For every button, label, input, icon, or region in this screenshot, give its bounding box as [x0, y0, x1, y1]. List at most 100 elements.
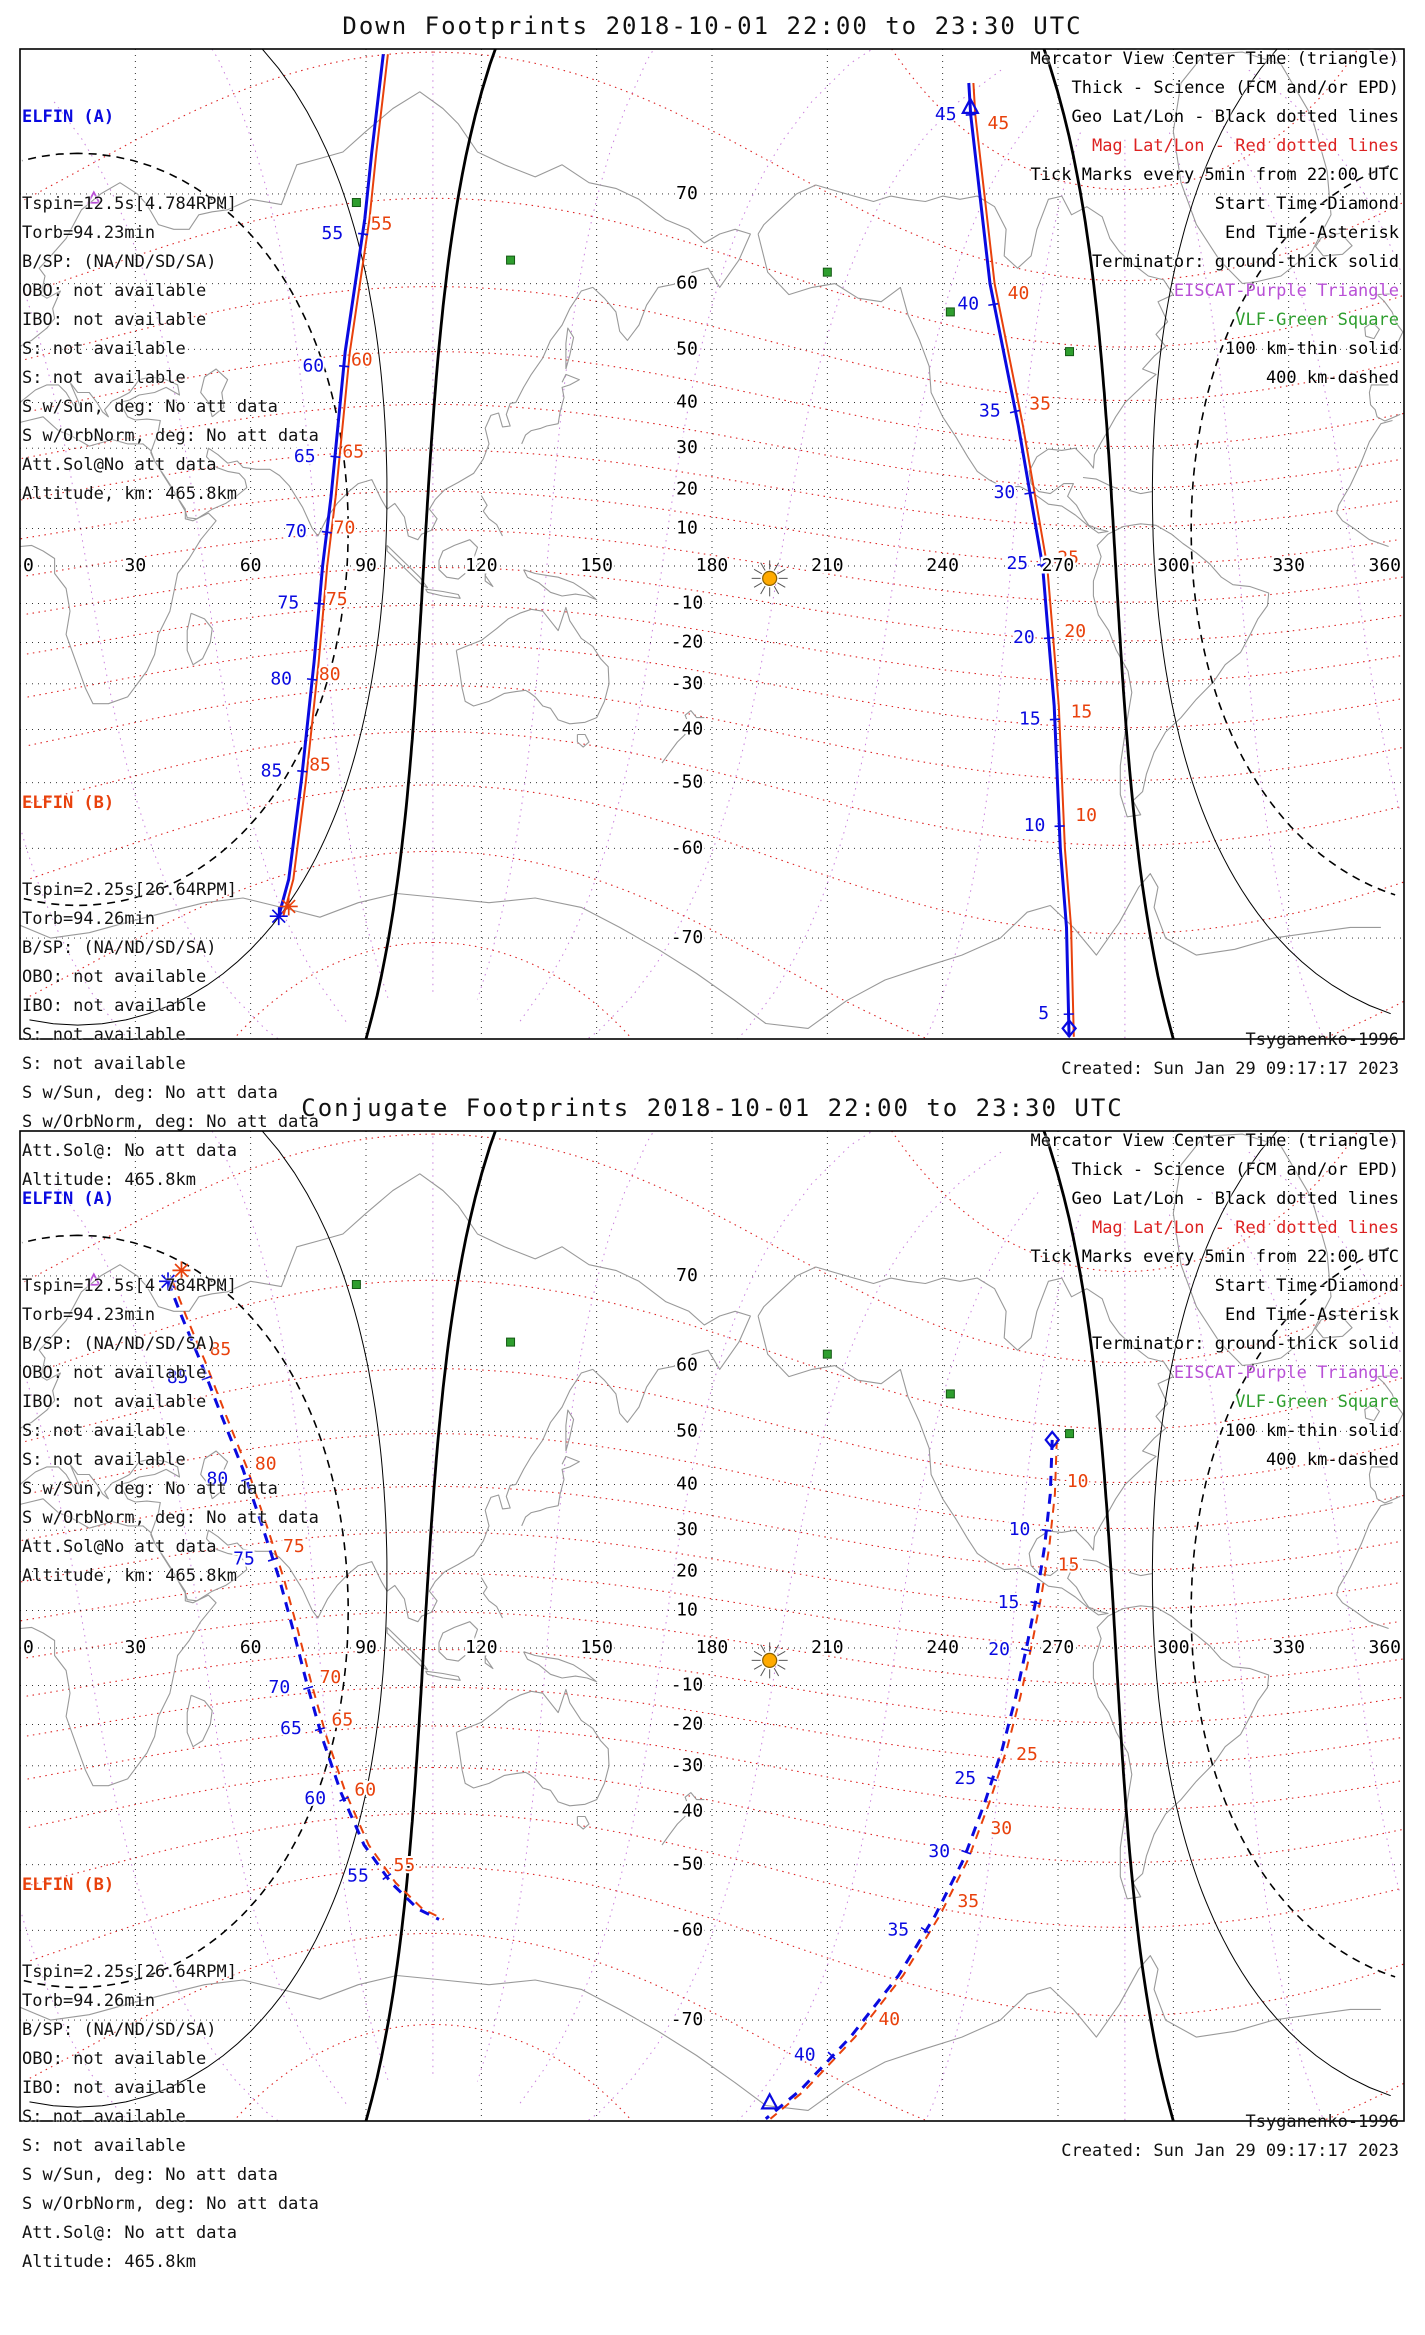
info-line: Tspin=12.5s[4.784RPM]: [22, 1272, 319, 1301]
lon-tick-label: 90: [355, 1637, 377, 1658]
lat-tick-label: -60: [671, 1919, 704, 1940]
info-line: IBO: not available: [22, 992, 319, 1021]
lon-tick-label: 90: [355, 555, 377, 576]
track-b-minute-label: 65: [332, 1709, 354, 1730]
track-a-minute-label: 35: [887, 1919, 909, 1940]
info-line: Altitude, km: 465.8km: [22, 480, 319, 509]
legend-line: 100 km-thin solid: [1031, 1417, 1399, 1446]
info-line: S: not available: [22, 1021, 319, 1050]
map-legend: Mercator View Center Time (triangle)Thic…: [1031, 45, 1399, 393]
lat-tick-label: 70: [676, 183, 698, 204]
info-line: S w/OrbNorm, deg: No att data: [22, 422, 319, 451]
lat-tick-label: -60: [671, 837, 704, 858]
info-line: Tspin=12.5s[4.784RPM]: [22, 190, 319, 219]
map-legend: Mercator View Center Time (triangle)Thic…: [1031, 1127, 1399, 1475]
lat-tick-label: -30: [671, 1755, 704, 1776]
track-elfin-b: [770, 1440, 1056, 2119]
track-b-minute-label: 55: [371, 214, 393, 235]
track-b-minute-label: 60: [351, 350, 373, 371]
track-b-minute-label: 65: [342, 442, 364, 463]
lat-tick-label: -30: [671, 673, 704, 694]
model-credit: Tsyganenko-1996: [1245, 2112, 1399, 2132]
lon-tick-label: 330: [1272, 555, 1305, 576]
lon-tick-label: 360: [1368, 555, 1401, 576]
lat-tick-label: -50: [671, 1854, 704, 1875]
track-a-minute-label: 25: [1006, 553, 1028, 574]
lat-tick-label: 20: [676, 479, 698, 500]
track-b-minute-label: 60: [354, 1779, 376, 1800]
track-a-minute-label: 30: [994, 482, 1016, 503]
elfin-b-header: ELFIN (B): [22, 789, 319, 818]
lat-tick-label: -40: [671, 719, 704, 740]
info-line: B/SP: (NA/ND/SD/SA): [22, 1330, 319, 1359]
track-a-minute-label: 40: [794, 2045, 816, 2066]
info-line: OBO: not available: [22, 2045, 319, 2074]
info-line: Att.Sol@: No att data: [22, 2219, 319, 2248]
info-line: S w/OrbNorm, deg: No att data: [22, 1504, 319, 1533]
legend-line: VLF-Green Square: [1031, 306, 1399, 335]
vlf-square-icon: [823, 1350, 831, 1358]
legend-line: VLF-Green Square: [1031, 1388, 1399, 1417]
track-a-minute-label: 30: [928, 1841, 950, 1862]
lat-tick-label: 20: [676, 1561, 698, 1582]
info-line: OBO: not available: [22, 1359, 319, 1388]
info-line: Att.Sol@No att data: [22, 1533, 319, 1562]
vlf-square-icon: [823, 268, 831, 276]
lon-tick-label: 120: [465, 555, 498, 576]
track-b-minute-label: 35: [1029, 393, 1051, 414]
lon-tick-label: 180: [696, 555, 729, 576]
legend-line: Terminator: ground-thick solid: [1031, 1330, 1399, 1359]
track-b-minute-label: 40: [1008, 283, 1030, 304]
legend-line: EISCAT-Purple Triangle: [1031, 277, 1399, 306]
legend-line: End Time-Asterisk: [1031, 1301, 1399, 1330]
info-line: S: not available: [22, 335, 319, 364]
lat-tick-label: 40: [676, 391, 698, 412]
legend-line: Tick Marks every 5min from 22:00 UTC: [1031, 161, 1399, 190]
legend-line: 100 km-thin solid: [1031, 335, 1399, 364]
legend-line: Mercator View Center Time (triangle): [1031, 1127, 1399, 1156]
lat-tick-label: -40: [671, 1801, 704, 1822]
lat-tick-label: -20: [671, 1713, 704, 1734]
info-line: Torb=94.23min: [22, 219, 319, 248]
track-b-minute-label: 15: [1058, 1555, 1080, 1576]
lat-tick-label: 70: [676, 1265, 698, 1286]
track-a-minute-label: 20: [1013, 627, 1035, 648]
lon-tick-label: 330: [1272, 1637, 1305, 1658]
track-a-minute-label: 75: [278, 593, 300, 614]
lat-tick-label: 50: [676, 1420, 698, 1441]
vlf-square-icon: [507, 256, 515, 264]
info-line: Altitude, km: 465.8km: [22, 1562, 319, 1591]
track-b-minute-label: 55: [394, 1855, 416, 1876]
lat-tick-label: -70: [671, 927, 704, 948]
legend-line: Mercator View Center Time (triangle): [1031, 45, 1399, 74]
track-elfin-a: [766, 1440, 1052, 2119]
lon-tick-label: 300: [1157, 555, 1190, 576]
info-line: S: not available: [22, 2103, 319, 2132]
lat-tick-label: -50: [671, 772, 704, 793]
page-title: Down Footprints 2018-10-01 22:00 to 23:3…: [0, 12, 1425, 40]
model-credit: Tsyganenko-1996: [1245, 1030, 1399, 1050]
lon-tick-label: 210: [811, 1637, 844, 1658]
lat-tick-label: -10: [671, 593, 704, 614]
lon-tick-label: 210: [811, 555, 844, 576]
legend-line: 400 km-dashed: [1031, 1446, 1399, 1475]
info-line: IBO: not available: [22, 2074, 319, 2103]
info-line: S w/OrbNorm, deg: No att data: [22, 2190, 319, 2219]
track-a-minute-label: 10: [1024, 815, 1046, 836]
track-a-minute-label: 5: [1038, 1003, 1049, 1024]
info-line: S: not available: [22, 2132, 319, 2161]
info-line: S w/Sun, deg: No att data: [22, 393, 319, 422]
track-a-minute-label: 70: [268, 1677, 290, 1698]
track-b-minute-label: 70: [334, 517, 356, 538]
legend-line: 400 km-dashed: [1031, 364, 1399, 393]
legend-line: Tick Marks every 5min from 22:00 UTC: [1031, 1243, 1399, 1272]
track-b-minute-label: 75: [326, 589, 348, 610]
track-a-minute-label: 60: [304, 1788, 326, 1809]
track-a-minute-label: 15: [998, 1592, 1020, 1613]
elfin-b-header: ELFIN (B): [22, 1871, 319, 1900]
elfin-a-header: ELFIN (A): [22, 1185, 319, 1214]
